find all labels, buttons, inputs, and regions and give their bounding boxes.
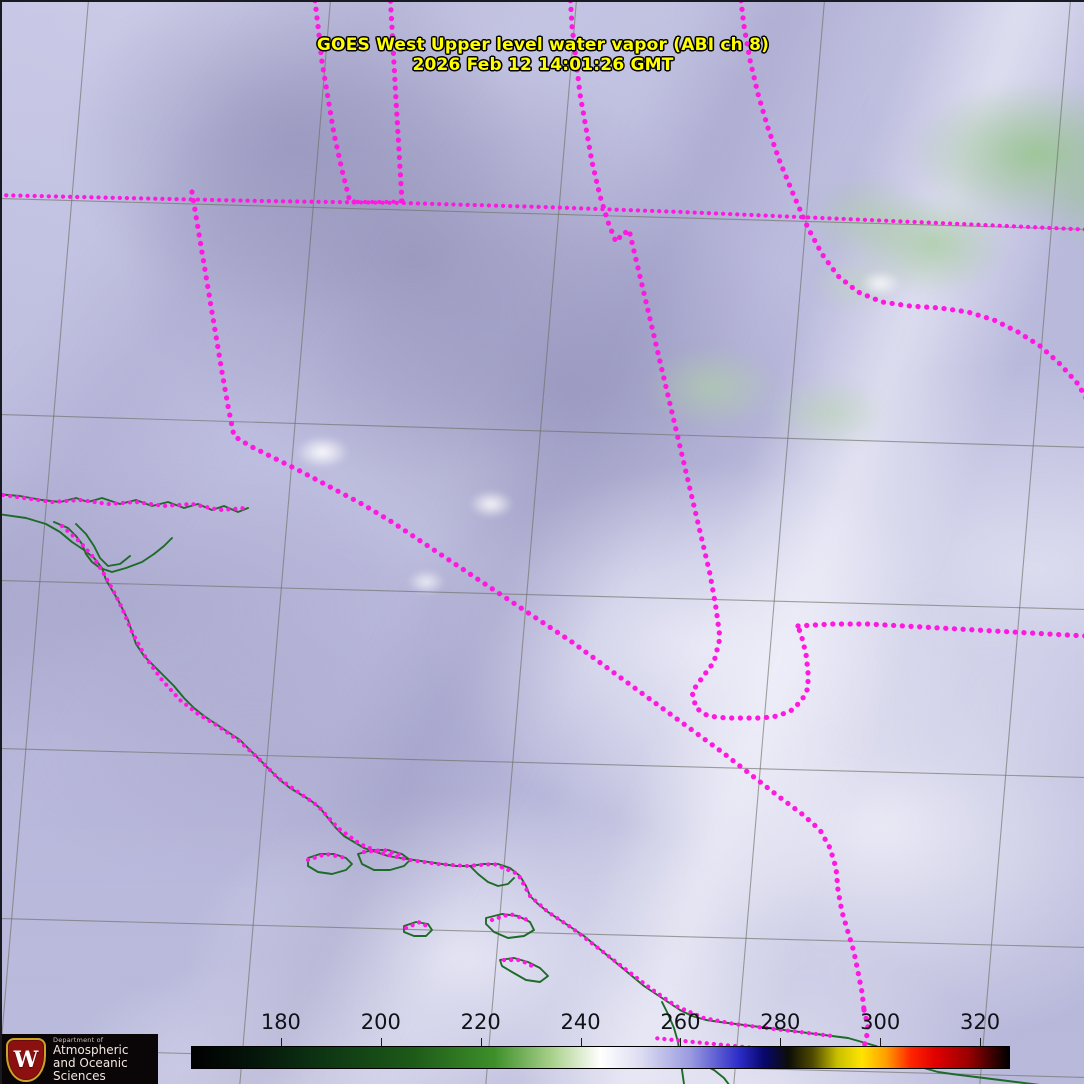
colorbar-tick bbox=[880, 1038, 882, 1047]
colorbar-tick bbox=[980, 1038, 982, 1047]
colorbar-tick-label: 180 bbox=[260, 1010, 301, 1034]
colorbar-tick-label: 260 bbox=[660, 1010, 701, 1034]
colorbar-tick-label: 280 bbox=[760, 1010, 801, 1034]
logo-line-2: Atmospheric bbox=[53, 1043, 129, 1058]
colorbar-labels: 180 200 220 240 260 280 300 320 bbox=[2, 1010, 1084, 1038]
colorbar-tick-label: 200 bbox=[360, 1010, 401, 1034]
logo-text: Department of Atmospheric and Oceanic Sc… bbox=[53, 1037, 158, 1083]
uw-aos-logo: W Department of Atmospheric and Oceanic … bbox=[2, 1034, 158, 1084]
colorbar-tick-label: 300 bbox=[860, 1010, 901, 1034]
logo-line-1: Department of bbox=[53, 1036, 104, 1045]
colorbar-tick-label: 240 bbox=[560, 1010, 601, 1034]
colorbar-tick bbox=[280, 1038, 282, 1047]
colorbar-tick bbox=[380, 1038, 382, 1047]
shield-icon bbox=[6, 1038, 46, 1082]
uw-crest-icon: W bbox=[6, 1038, 46, 1082]
logo-line-3: and Oceanic Sciences bbox=[53, 1056, 128, 1083]
colorbar-tick-label: 320 bbox=[959, 1010, 1001, 1034]
colorbar-ticks bbox=[191, 1038, 1010, 1047]
colorbar-tick bbox=[680, 1038, 682, 1047]
colorbar bbox=[191, 1046, 1010, 1069]
colorbar-gradient bbox=[191, 1046, 1010, 1069]
colorbar-tick-label: 220 bbox=[460, 1010, 501, 1034]
colorbar-tick bbox=[480, 1038, 482, 1047]
colorbar-tick bbox=[580, 1038, 582, 1047]
colorbar-tick bbox=[780, 1038, 782, 1047]
crest-letter: W bbox=[13, 1047, 39, 1073]
